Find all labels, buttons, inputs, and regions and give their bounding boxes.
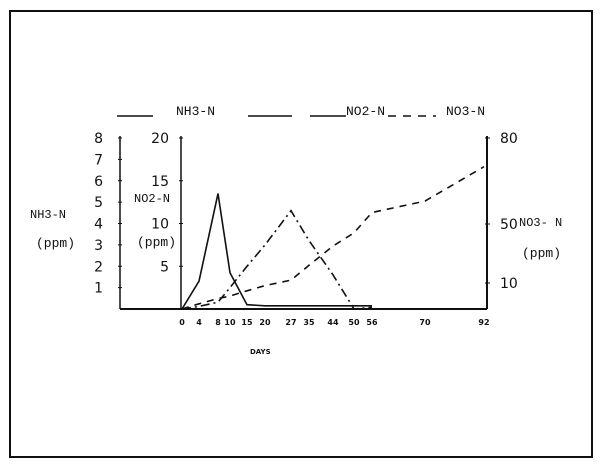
x-tick-label: 92 xyxy=(478,318,489,327)
no3-tick-label: 10 xyxy=(500,276,518,292)
no2-tick-label: 5 xyxy=(160,259,169,275)
no3-tick-label: 50 xyxy=(500,217,518,233)
no2-tick-label: 15 xyxy=(151,174,169,190)
legend-nh3-label: NH3-N xyxy=(176,104,215,119)
nh3-tick-label: 3 xyxy=(94,238,103,254)
data-series xyxy=(181,166,485,310)
no2-axis-unit: (ppm) xyxy=(137,235,176,250)
x-tick-label: 35 xyxy=(303,318,315,327)
nh3-tick-label: 8 xyxy=(94,131,103,147)
x-tick-label: 4 xyxy=(196,318,202,327)
x-tick-label: 10 xyxy=(224,318,236,327)
x-tick-label: 15 xyxy=(241,318,253,327)
nh3-tick-label: 2 xyxy=(94,259,103,275)
no2-tick-label: 20 xyxy=(151,131,169,147)
nh3-tick-label: 6 xyxy=(94,174,103,190)
no2-tick-label: 10 xyxy=(151,217,169,233)
no3-axis-title: NO3- N xyxy=(519,216,562,230)
nh3-tick-label: 1 xyxy=(94,281,103,297)
series-no3-line xyxy=(181,166,485,310)
no2-axis-title: NO2-N xyxy=(134,192,170,206)
x-tick-label: 56 xyxy=(366,318,378,327)
nh3-axis-unit: (ppm) xyxy=(36,236,75,251)
no3-tick-label: 80 xyxy=(500,131,518,147)
legend-no3-label: NO3-N xyxy=(446,104,485,119)
x-tick-label: 8 xyxy=(215,318,221,327)
x-tick-label: 20 xyxy=(259,318,271,327)
nh3-tick-label: 7 xyxy=(94,152,103,168)
x-axis-title: DAYS xyxy=(250,348,271,356)
figure-frame xyxy=(9,10,593,458)
nh3-tick-label: 5 xyxy=(94,195,103,211)
x-tick-label: 27 xyxy=(285,318,296,327)
x-tick-label: 70 xyxy=(419,318,431,327)
x-tick-label: 0 xyxy=(179,318,185,327)
no3-axis-unit: (ppm) xyxy=(522,246,561,261)
x-tick-label: 50 xyxy=(348,318,360,327)
axis-ticks: 0 4 8 10 15 20 27 35 44 50 56 70 9212345678510152010… xyxy=(94,131,518,327)
x-tick-label: 44 xyxy=(327,318,339,327)
legend: NH3-N NO2-N NO3-N xyxy=(117,104,485,119)
series-nh3-line xyxy=(181,193,372,310)
nh3-tick-label: 4 xyxy=(94,217,103,233)
nh3-axis-title: NH3-N xyxy=(30,208,66,222)
legend-no2-label: NO2-N xyxy=(346,104,385,119)
